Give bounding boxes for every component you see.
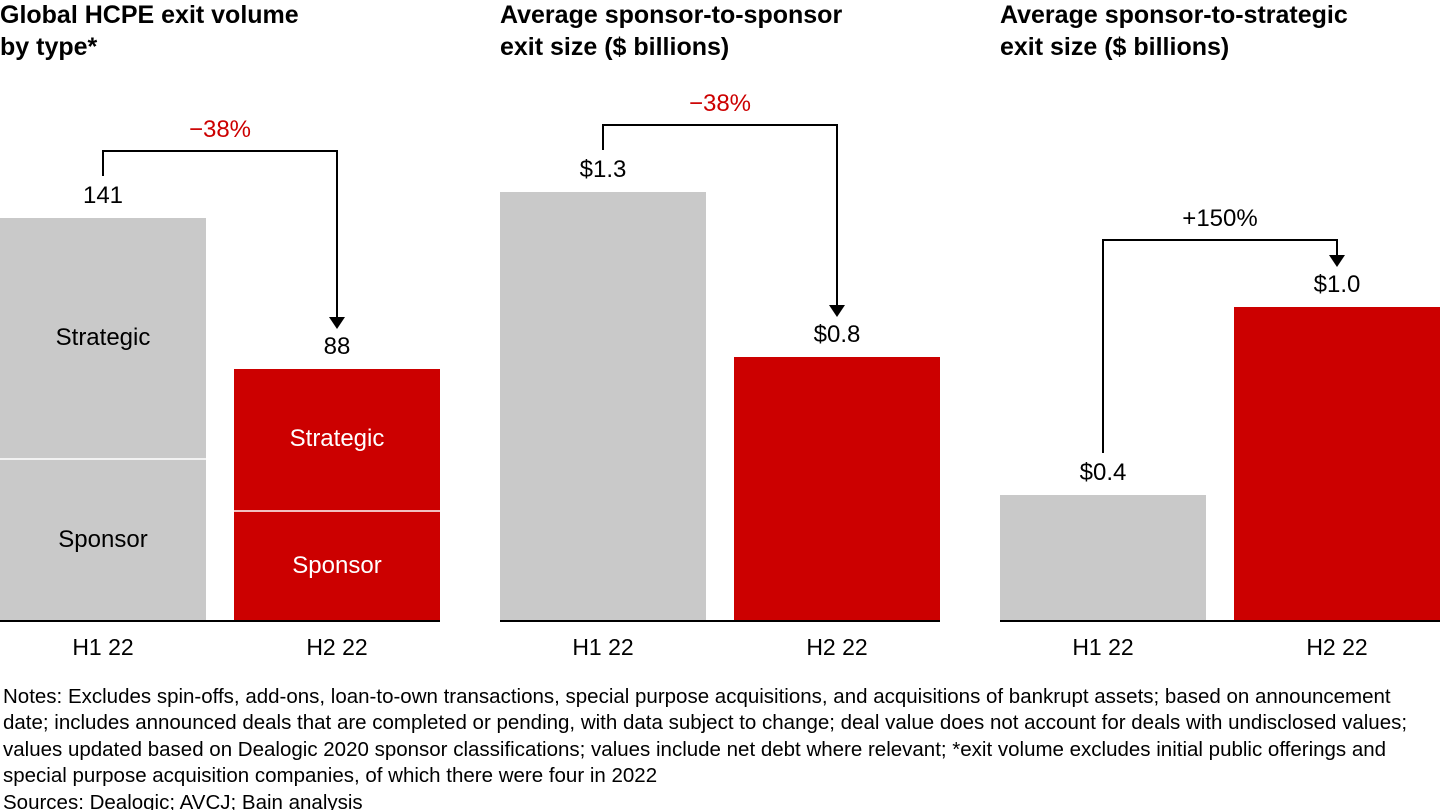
plot-area-sponsor-to-sponsor: $1.3 $0.8 −38% xyxy=(500,0,940,620)
bar-value-label: $0.8 xyxy=(813,321,861,348)
panel-title-exit-volume: Global HCPE exit volume by type* xyxy=(0,0,440,63)
x-axis-line xyxy=(0,620,440,622)
bar-h2-22 xyxy=(734,357,940,620)
bar-h1-22 xyxy=(1000,495,1206,620)
plot-area-sponsor-to-strategic: $0.4 $1.0 +150% xyxy=(1000,0,1440,620)
segment-label: Strategic xyxy=(55,324,151,352)
x-axis-label: H1 22 xyxy=(572,634,634,660)
panel-title-line: exit size ($ billions) xyxy=(500,32,730,61)
bar-h1-22 xyxy=(500,192,706,620)
panel-title-line: Global HCPE exit volume xyxy=(0,1,299,29)
segment-label: Strategic xyxy=(289,425,385,453)
panel-title-line: exit size ($ billions) xyxy=(1000,32,1230,61)
annotation-line xyxy=(1102,239,1104,453)
bar-value-label: 141 xyxy=(82,182,124,209)
bar-h2-22 xyxy=(1234,307,1440,620)
panel-title-sponsor-to-strategic: Average sponsor-to-strategic exit size (… xyxy=(1000,0,1440,63)
x-axis-label: H1 22 xyxy=(72,634,134,660)
panel-title-line: by type* xyxy=(0,32,98,61)
segment-strategic: Strategic xyxy=(0,218,206,461)
annotation-change-label: −38% xyxy=(188,116,252,143)
bar-value-label: 88 xyxy=(323,333,351,360)
annotation-line xyxy=(602,124,838,126)
panel-title-sponsor-to-sponsor: Average sponsor-to-sponsor exit size ($ … xyxy=(500,0,940,63)
bar-h1-22: Strategic Sponsor xyxy=(0,218,206,620)
arrow-down-icon xyxy=(1329,255,1345,267)
annotation-line xyxy=(1336,239,1338,256)
sources-text: Sources: Dealogic; AVCJ; Bain analysis xyxy=(3,790,363,810)
annotation-line xyxy=(102,150,338,152)
x-axis-line xyxy=(1000,620,1440,622)
footnotes: Notes: Excludes spin-offs, add-ons, loan… xyxy=(3,684,1437,810)
notes-text: Notes: Excludes spin-offs, add-ons, loan… xyxy=(3,685,1408,788)
segment-sponsor: Sponsor xyxy=(234,512,440,620)
panel-exit-volume: Global HCPE exit volume by type* Strateg… xyxy=(0,0,440,672)
annotation-line xyxy=(102,150,104,176)
bar-value-label: $1.0 xyxy=(1313,271,1361,298)
annotation-line xyxy=(1102,239,1338,241)
arrow-down-icon xyxy=(329,317,345,329)
annotation-change-label: −38% xyxy=(688,90,752,117)
annotation-line xyxy=(336,150,338,318)
segment-label: Sponsor xyxy=(58,526,148,554)
segment-sponsor: Sponsor xyxy=(0,460,206,620)
x-axis-label: H2 22 xyxy=(306,634,368,660)
annotation-line xyxy=(602,124,604,150)
bar-h2-22: Strategic Sponsor xyxy=(234,369,440,620)
x-axis-line xyxy=(500,620,940,622)
x-axis-label: H2 22 xyxy=(806,634,868,660)
segment-strategic: Strategic xyxy=(234,369,440,512)
bar-value-label: $1.3 xyxy=(579,156,627,183)
panel-title-line: Average sponsor-to-strategic xyxy=(1000,1,1348,29)
x-axis-label: H2 22 xyxy=(1306,634,1368,660)
annotation-line xyxy=(836,124,838,306)
bar-value-label: $0.4 xyxy=(1079,459,1127,486)
panel-sponsor-to-sponsor: Average sponsor-to-sponsor exit size ($ … xyxy=(500,0,940,672)
panel-sponsor-to-strategic: Average sponsor-to-strategic exit size (… xyxy=(1000,0,1440,672)
panel-title-line: Average sponsor-to-sponsor xyxy=(500,1,843,29)
arrow-down-icon xyxy=(829,305,845,317)
annotation-change-label: +150% xyxy=(1182,205,1258,232)
plot-area-exit-volume: Strategic Sponsor 141 Strategic Sponsor 88 −38… xyxy=(0,0,440,620)
x-axis-label: H1 22 xyxy=(1072,634,1134,660)
segment-label: Sponsor xyxy=(292,551,382,579)
